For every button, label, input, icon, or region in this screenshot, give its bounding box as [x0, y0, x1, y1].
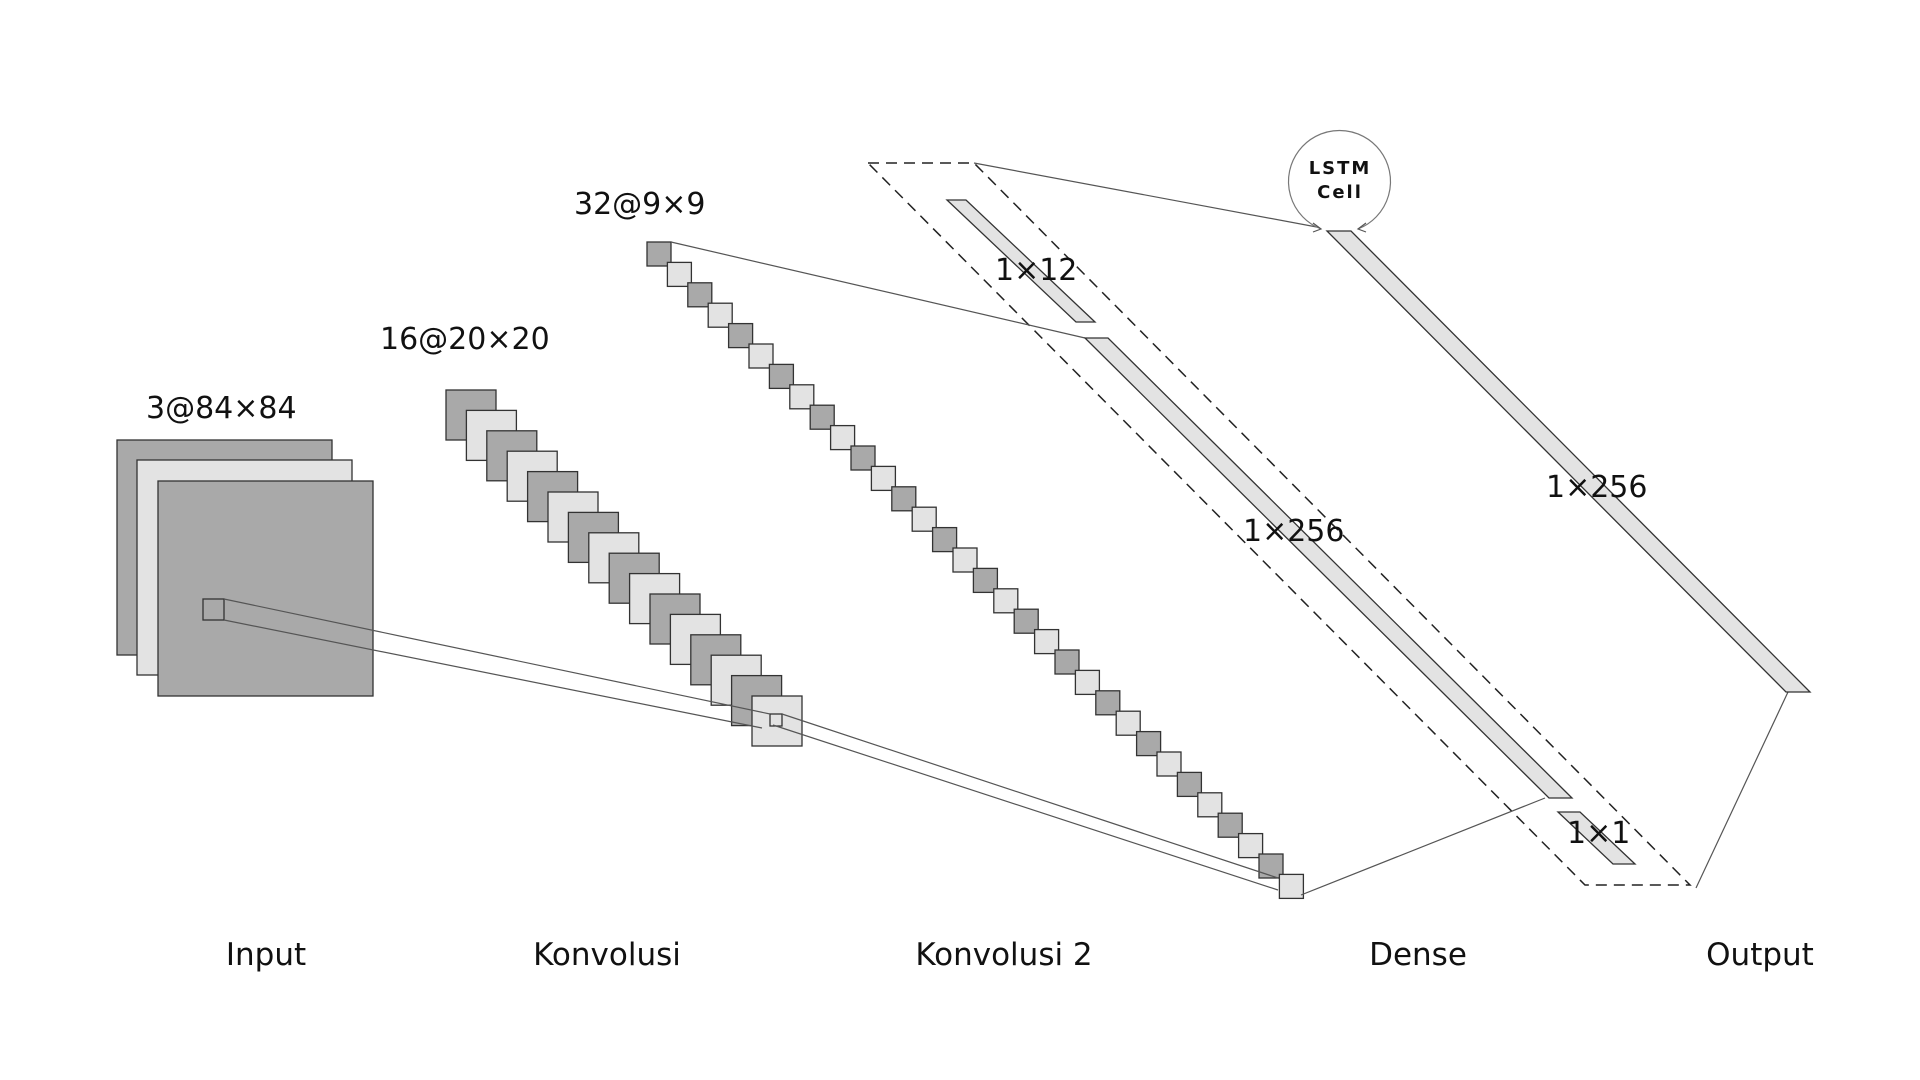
input-receptive-field — [202, 598, 225, 621]
conv2-map-13 — [891, 486, 917, 512]
lstm-output-bar — [1325, 230, 1812, 693]
conv2-map-31 — [1258, 853, 1284, 879]
stage-label-output: Output — [1706, 937, 1814, 973]
conv2-map-29 — [1217, 812, 1243, 838]
lstm-cell-label-line2: Cell — [1317, 182, 1363, 203]
connector-conv1-conv2-top — [781, 713, 1279, 879]
conv1-receptive-field — [769, 713, 783, 727]
output-dim-label: 1×1 — [1567, 816, 1630, 851]
connector-lines — [223, 162, 1789, 896]
input-dim-label: 3@84×84 — [146, 391, 297, 426]
dense-main-bar — [1083, 337, 1574, 799]
input-map-3 — [157, 480, 374, 697]
lstm-cell-label-line1: LSTM — [1309, 158, 1372, 179]
conv2-dim-label: 32@9×9 — [574, 187, 705, 222]
stage-label-input: Input — [226, 937, 306, 973]
conv2-layer — [646, 241, 1305, 900]
conv2-map-16 — [952, 547, 978, 573]
conv1-dim-label: 16@20×20 — [380, 322, 550, 357]
conv2-map-24 — [1115, 710, 1141, 736]
connector-input-conv1-bottom — [223, 619, 763, 729]
lstm-recurrent-loop — [1287, 129, 1392, 230]
conv1-layer — [445, 389, 803, 747]
dense-layer — [945, 199, 1637, 865]
dense-block-outline — [867, 162, 1692, 886]
dimension-labels: 3@84×84 16@20×20 32@9×9 1×12 1×256 1×256… — [146, 187, 1647, 851]
dense-aux-bar — [945, 199, 1097, 323]
lstm-out-dim-label: 1×256 — [1546, 470, 1647, 505]
stage-label-conv1: Konvolusi — [533, 937, 681, 973]
connector-dense-lstm — [973, 162, 1323, 229]
connector-conv2-dense-bottom — [1300, 797, 1546, 896]
stage-labels: Input Konvolusi Konvolusi 2 Dense Output — [226, 937, 1814, 973]
lstm-cell: LSTM Cell — [1287, 129, 1392, 233]
conv2-map-32 — [1278, 873, 1305, 900]
conv2-map-23 — [1095, 690, 1121, 716]
stage-label-conv2: Konvolusi 2 — [915, 937, 1092, 973]
stage-label-dense: Dense — [1369, 937, 1467, 973]
lstm-arrow-in-icon — [1312, 222, 1323, 233]
connector-conv1-conv2-bottom — [772, 724, 1279, 891]
dense-main-dim-label: 1×256 — [1243, 514, 1344, 549]
input-layer — [116, 439, 374, 697]
output-bar — [1556, 811, 1637, 865]
connector-lstm-output — [1695, 691, 1789, 889]
connector-conv2-dense-top — [670, 241, 1086, 339]
dense-aux-dim-label: 1×12 — [995, 253, 1077, 288]
connector-input-conv1-top — [223, 598, 771, 715]
lstm-arrow-out-icon — [1356, 222, 1367, 233]
lstm-output-layer — [1325, 230, 1812, 693]
